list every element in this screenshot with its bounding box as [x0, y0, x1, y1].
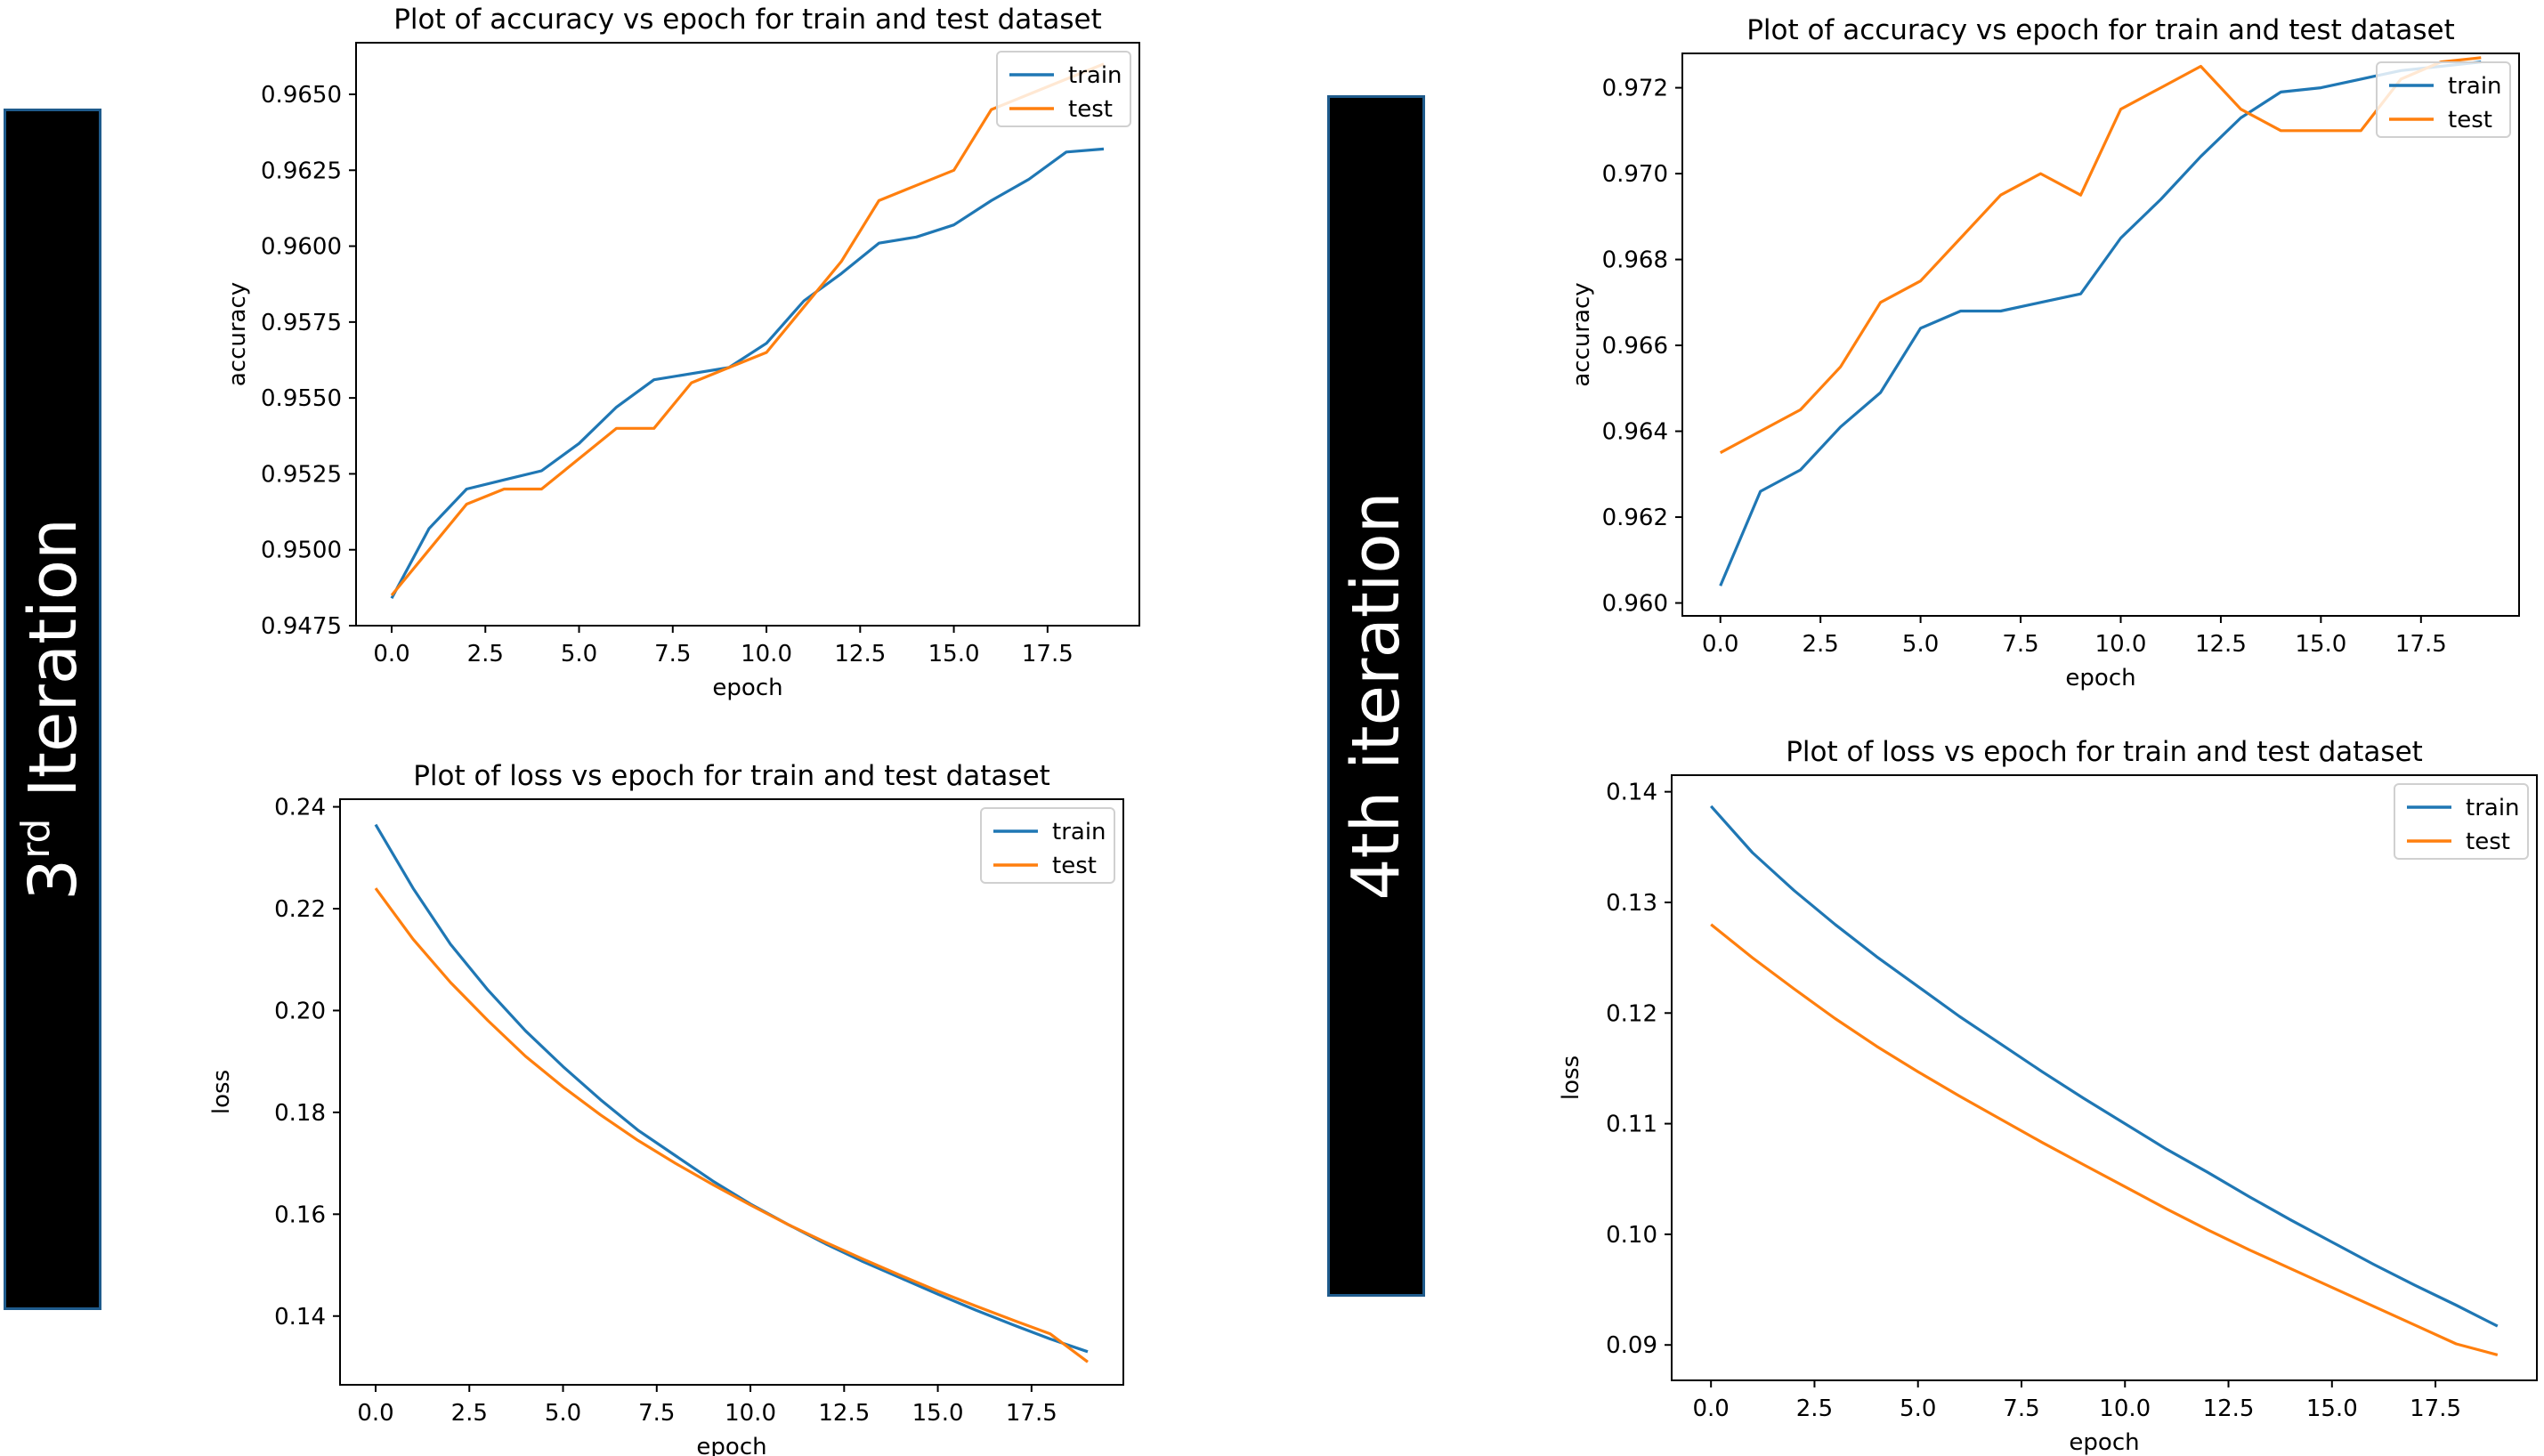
y-tick-label: 0.9625 — [261, 158, 342, 184]
x-tick-label: 7.5 — [638, 1400, 675, 1427]
x-tick-label: 2.5 — [451, 1400, 488, 1427]
legend-label-test: test — [1068, 96, 1113, 123]
x-tick-label: 12.5 — [2195, 631, 2247, 658]
x-tick-label: 7.5 — [654, 641, 691, 667]
x-tick-label: 0.0 — [1702, 631, 1738, 658]
plot-frame — [1671, 774, 2538, 1381]
y-tick-label: 0.13 — [1606, 890, 1657, 917]
x-tick-label: 17.5 — [2395, 631, 2447, 658]
y-tick-label: 0.14 — [1606, 780, 1657, 806]
y-tick-label: 0.962 — [1602, 505, 1668, 531]
fourth-iteration-label: 4th iteration — [1327, 95, 1425, 1297]
legend-label-train: train — [1052, 819, 1106, 845]
legend-label-train: train — [2448, 73, 2502, 100]
y-tick-label: 0.09 — [1606, 1332, 1657, 1359]
x-tick-label: 15.0 — [912, 1400, 964, 1427]
legend-label-train: train — [1068, 62, 1122, 89]
x-tick-label: 17.5 — [1022, 641, 1074, 667]
y-tick-label: 0.960 — [1602, 591, 1668, 618]
y-tick-label: 0.9650 — [261, 82, 342, 109]
y-tick-label: 0.9500 — [261, 538, 342, 564]
y-tick-label: 0.14 — [274, 1304, 326, 1331]
plot-frame — [339, 798, 1124, 1386]
chart-title: Plot of accuracy vs epoch for train and … — [1746, 14, 2455, 46]
x-tick-label: 10.0 — [725, 1400, 776, 1427]
legend-label-test: test — [2466, 829, 2510, 855]
y-axis-label: loss — [1558, 1056, 1584, 1100]
x-tick-label: 15.0 — [928, 641, 980, 667]
x-tick-label: 7.5 — [2003, 1395, 2039, 1422]
y-tick-label: 0.24 — [274, 795, 326, 821]
legend-label-test: test — [2448, 107, 2492, 133]
x-tick-label: 7.5 — [2002, 631, 2038, 658]
y-axis-label: loss — [208, 1070, 235, 1114]
chart-title: Plot of accuracy vs epoch for train and … — [393, 4, 1102, 36]
y-axis-label: accuracy — [1568, 282, 1595, 386]
x-tick-label: 15.0 — [2306, 1395, 2358, 1422]
y-tick-label: 0.9475 — [261, 613, 342, 640]
x-tick-label: 5.0 — [1902, 631, 1939, 658]
x-tick-label: 2.5 — [1796, 1395, 1833, 1422]
y-tick-label: 0.970 — [1602, 161, 1668, 188]
legend-label-train: train — [2466, 795, 2520, 821]
y-tick-label: 0.9550 — [261, 385, 342, 412]
y-tick-label: 0.22 — [274, 896, 326, 923]
y-tick-label: 0.972 — [1602, 76, 1668, 102]
chart-title: Plot of loss vs epoch for train and test… — [413, 760, 1050, 792]
x-tick-label: 17.5 — [1006, 1400, 1057, 1427]
y-tick-label: 0.16 — [274, 1201, 326, 1228]
series-line-test — [374, 887, 1089, 1363]
chart-title: Plot of loss vs epoch for train and test… — [1786, 736, 2423, 768]
series-line-test — [1710, 923, 2499, 1356]
x-tick-label: 5.0 — [561, 641, 597, 667]
y-tick-label: 0.964 — [1602, 419, 1668, 446]
x-tick-label: 17.5 — [2410, 1395, 2461, 1422]
x-axis-label: epoch — [696, 1434, 766, 1456]
x-axis-label: epoch — [712, 675, 782, 701]
x-tick-label: 15.0 — [2295, 631, 2346, 658]
y-tick-label: 0.968 — [1602, 247, 1668, 274]
y-tick-label: 0.10 — [1606, 1222, 1657, 1249]
x-tick-label: 5.0 — [1900, 1395, 1936, 1422]
x-tick-label: 0.0 — [357, 1400, 393, 1427]
y-tick-label: 0.11 — [1606, 1112, 1657, 1138]
x-tick-label: 10.0 — [741, 641, 792, 667]
y-tick-label: 0.20 — [274, 998, 326, 1024]
plot-frame — [1681, 53, 2520, 617]
x-tick-label: 10.0 — [2095, 631, 2147, 658]
x-tick-label: 2.5 — [1802, 631, 1838, 658]
x-tick-label: 0.0 — [373, 641, 409, 667]
x-tick-label: 2.5 — [467, 641, 504, 667]
y-tick-label: 0.9575 — [261, 310, 342, 336]
series-line-test — [1719, 56, 2482, 455]
y-tick-label: 0.12 — [1606, 1000, 1657, 1027]
third-iteration-label: 3rd Iteration — [4, 109, 101, 1310]
series-line-train — [1710, 805, 2499, 1328]
x-tick-label: 10.0 — [2099, 1395, 2151, 1422]
series-line-test — [390, 62, 1105, 596]
x-axis-label: epoch — [2065, 665, 2135, 692]
x-tick-label: 0.0 — [1693, 1395, 1730, 1422]
x-tick-label: 12.5 — [818, 1400, 870, 1427]
y-tick-label: 0.9525 — [261, 461, 342, 488]
x-tick-label: 12.5 — [2203, 1395, 2255, 1422]
series-line-train — [1719, 61, 2482, 586]
x-tick-label: 5.0 — [545, 1400, 581, 1427]
legend-label-test: test — [1052, 853, 1097, 879]
series-line-train — [390, 147, 1105, 600]
plot-frame — [355, 42, 1140, 627]
series-line-train — [374, 823, 1089, 1354]
x-tick-label: 12.5 — [834, 641, 886, 667]
y-tick-label: 0.18 — [274, 1100, 326, 1127]
y-tick-label: 0.966 — [1602, 333, 1668, 360]
y-axis-label: accuracy — [224, 282, 251, 386]
x-axis-label: epoch — [2069, 1429, 2139, 1456]
y-tick-label: 0.9600 — [261, 234, 342, 261]
